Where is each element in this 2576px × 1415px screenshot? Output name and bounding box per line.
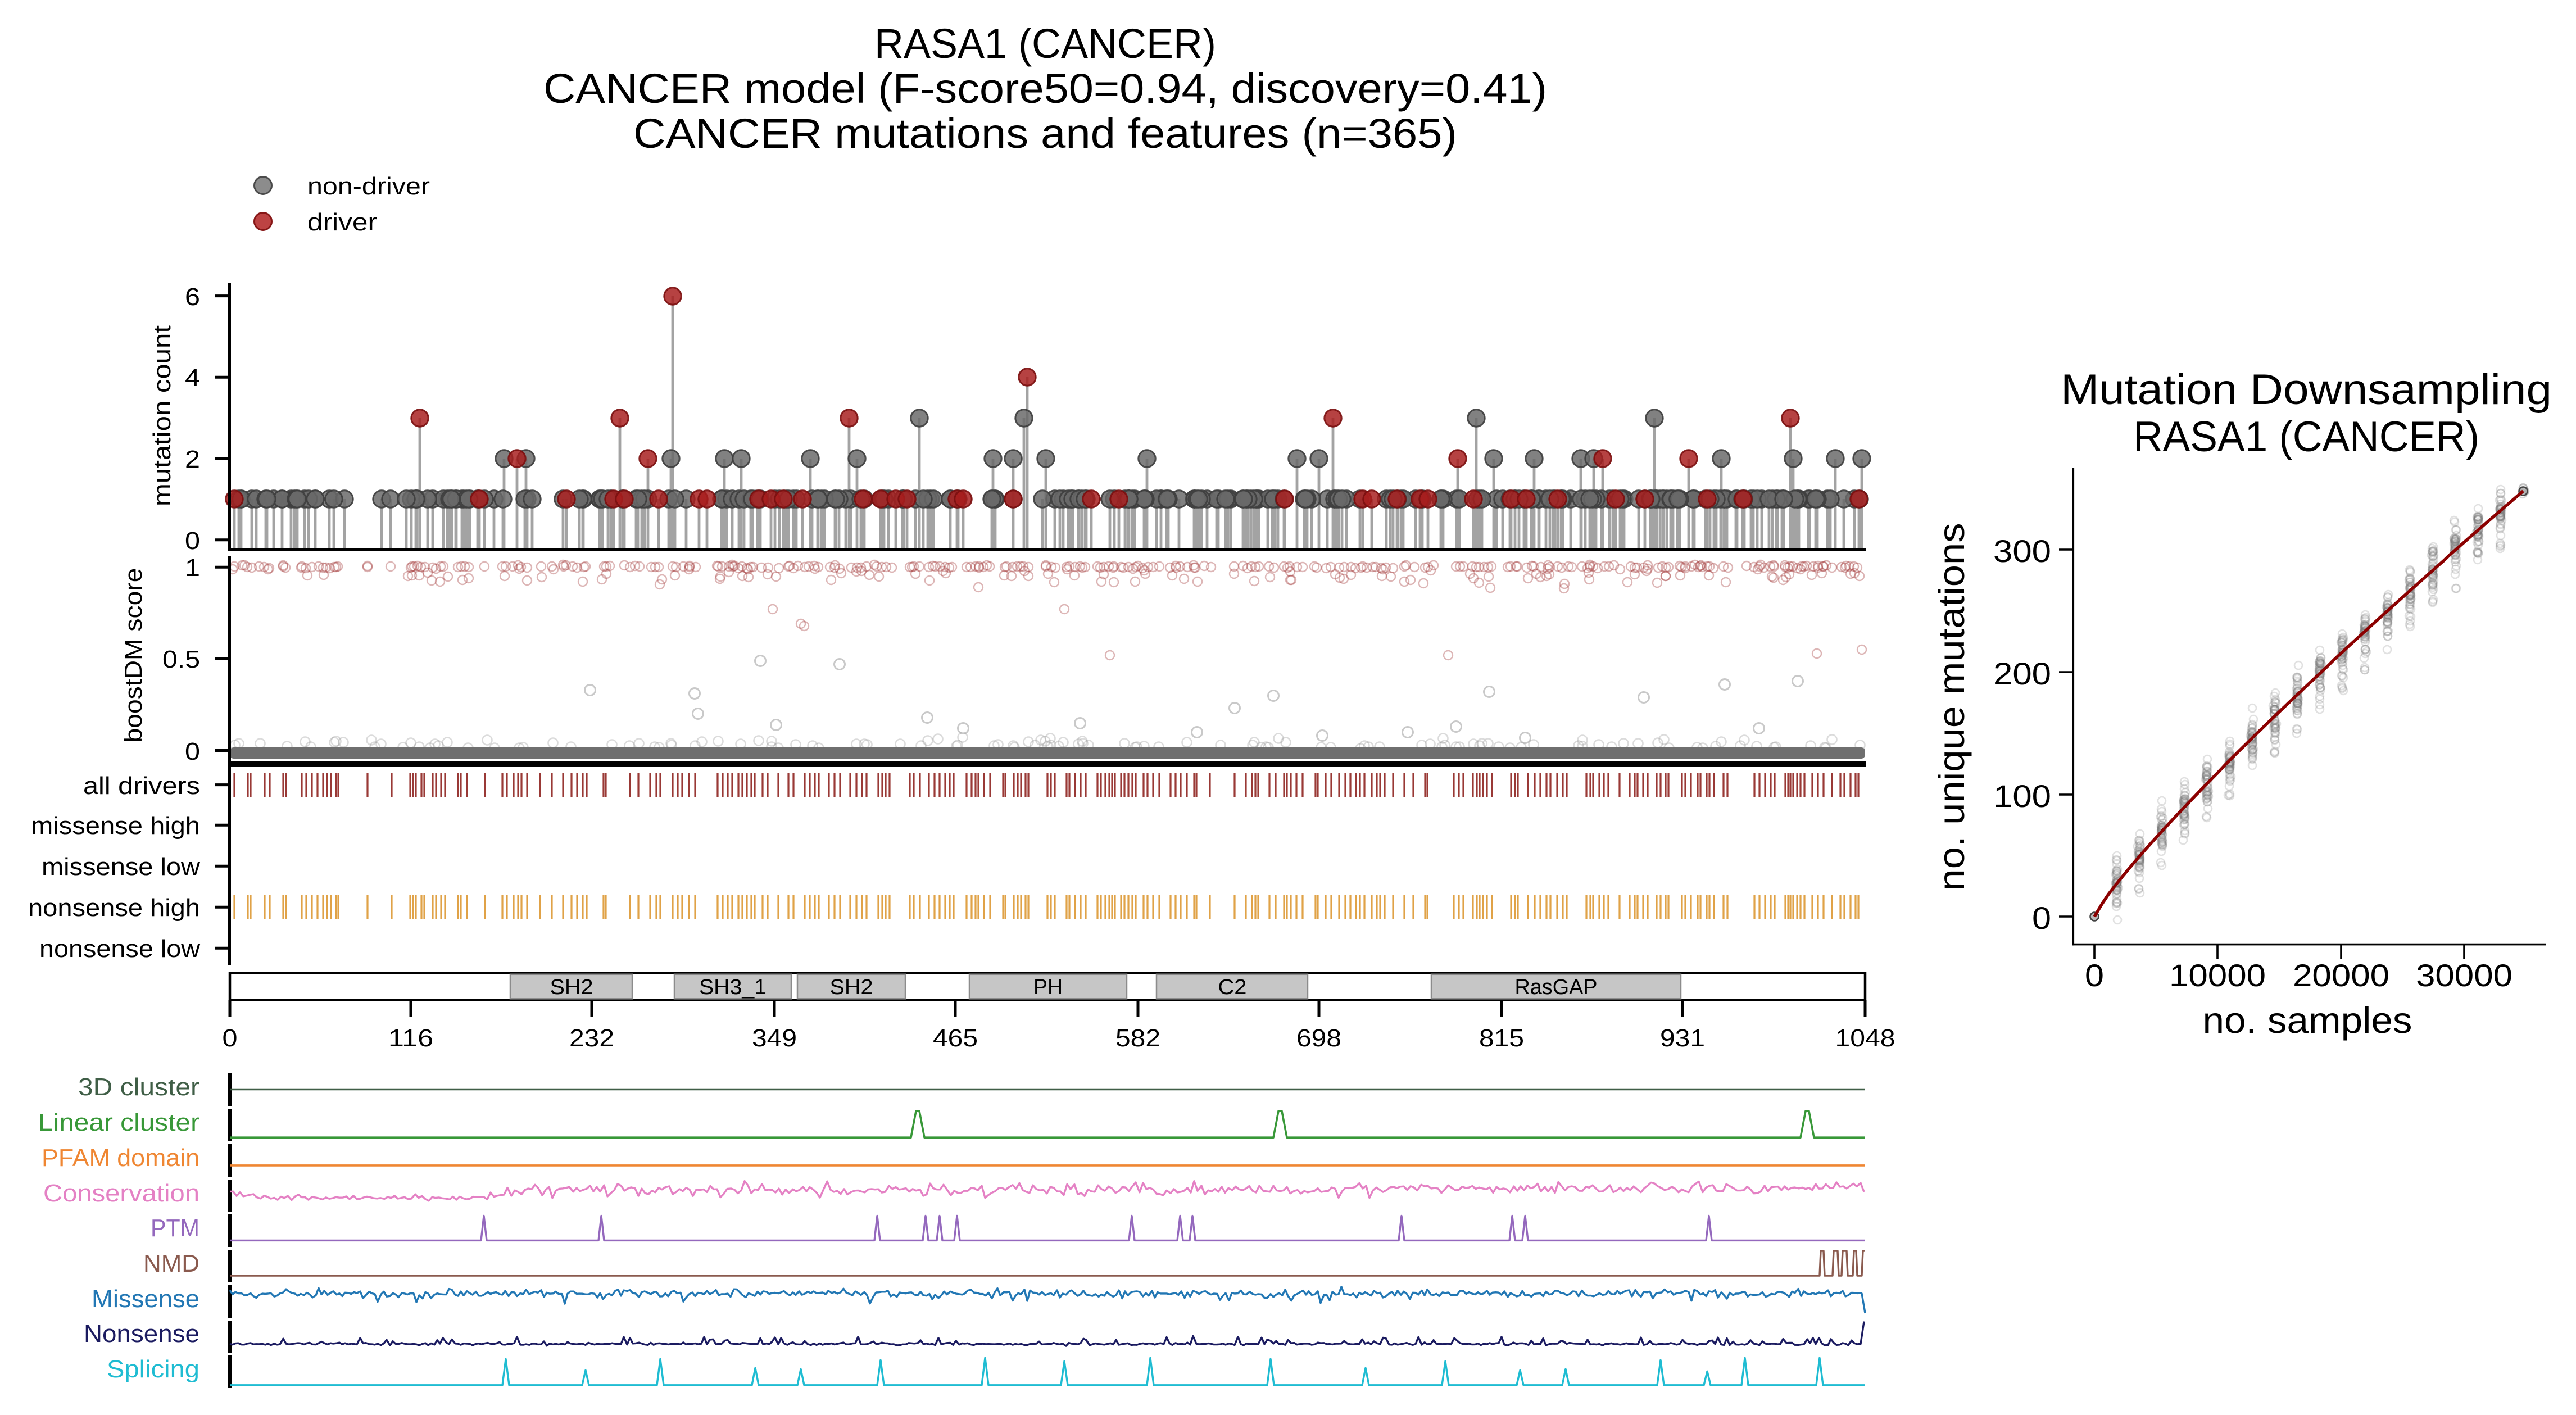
svg-text:1048: 1048 <box>1835 1024 1895 1052</box>
svg-text:Linear cluster: Linear cluster <box>38 1109 199 1136</box>
svg-text:2: 2 <box>185 446 200 473</box>
svg-text:100: 100 <box>1993 778 2051 814</box>
svg-text:116: 116 <box>388 1024 433 1052</box>
svg-text:465: 465 <box>933 1024 978 1052</box>
svg-text:mutation count: mutation count <box>148 325 176 506</box>
svg-text:4: 4 <box>185 364 200 392</box>
svg-text:3D cluster: 3D cluster <box>78 1073 199 1101</box>
svg-text:nonsense low: nonsense low <box>39 935 200 963</box>
svg-text:Missense: Missense <box>92 1285 199 1313</box>
svg-text:boostDM score: boostDM score <box>120 568 147 743</box>
svg-text:Conservation: Conservation <box>43 1180 199 1207</box>
svg-text:NMD: NMD <box>143 1250 199 1277</box>
svg-text:all drivers: all drivers <box>83 772 200 800</box>
svg-text:missense low: missense low <box>42 853 200 881</box>
svg-text:0: 0 <box>2085 958 2104 993</box>
svg-text:815: 815 <box>1479 1024 1524 1052</box>
svg-text:0: 0 <box>185 527 200 555</box>
svg-text:no. unique mutations: no. unique mutations <box>1931 523 1972 891</box>
svg-text:non-driver: non-driver <box>307 173 430 200</box>
svg-text:SH3_1: SH3_1 <box>699 976 767 999</box>
svg-text:CANCER model (F-score50=0.94,: CANCER model (F-score50=0.94, discovery=… <box>543 65 1547 112</box>
svg-text:SH2: SH2 <box>550 976 593 999</box>
svg-text:200: 200 <box>1993 656 2051 691</box>
svg-text:Nonsense: Nonsense <box>84 1320 199 1348</box>
svg-text:582: 582 <box>1115 1024 1160 1052</box>
svg-text:driver: driver <box>307 208 377 236</box>
svg-text:PFAM domain: PFAM domain <box>42 1144 199 1172</box>
svg-text:RasGAP: RasGAP <box>1515 976 1598 999</box>
svg-text:0: 0 <box>223 1024 238 1052</box>
svg-text:0: 0 <box>185 738 200 765</box>
svg-text:30000: 30000 <box>2416 958 2512 993</box>
svg-text:698: 698 <box>1296 1024 1341 1052</box>
svg-text:6: 6 <box>185 283 200 311</box>
svg-text:Splicing: Splicing <box>107 1355 199 1383</box>
svg-text:nonsense high: nonsense high <box>28 894 200 922</box>
svg-text:0: 0 <box>2032 900 2051 936</box>
svg-text:10000: 10000 <box>2169 958 2266 993</box>
svg-text:CANCER mutations and features: CANCER mutations and features (n=365) <box>633 110 1457 157</box>
svg-text:931: 931 <box>1660 1024 1705 1052</box>
svg-text:PH: PH <box>1033 976 1063 999</box>
svg-text:0.5: 0.5 <box>162 646 200 673</box>
svg-text:RASA1 (CANCER): RASA1 (CANCER) <box>874 20 1216 67</box>
svg-text:RASA1 (CANCER): RASA1 (CANCER) <box>2133 413 2479 461</box>
svg-text:1: 1 <box>185 554 200 582</box>
svg-text:SH2: SH2 <box>830 976 873 999</box>
svg-text:PTM: PTM <box>151 1214 199 1242</box>
svg-text:no. samples: no. samples <box>2203 1000 2412 1041</box>
svg-text:20000: 20000 <box>2293 958 2389 993</box>
svg-text:232: 232 <box>569 1024 614 1052</box>
svg-text:C2: C2 <box>1218 976 1247 999</box>
svg-text:Mutation Downsampling: Mutation Downsampling <box>2061 366 2552 414</box>
svg-text:300: 300 <box>1993 533 2051 569</box>
svg-text:349: 349 <box>752 1024 797 1052</box>
svg-text:missense high: missense high <box>31 812 200 840</box>
